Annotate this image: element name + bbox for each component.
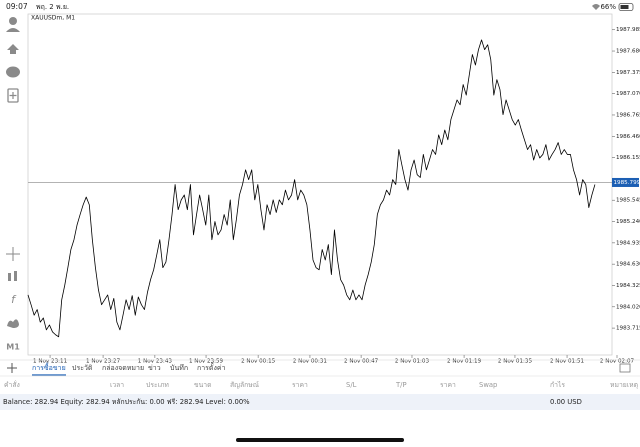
new-order-icon[interactable] [7, 88, 19, 103]
y-tick-label: 1983.715 [616, 326, 640, 332]
y-tick-label: 1984.935 [616, 240, 640, 246]
tab[interactable]: การซื้อขาย [32, 361, 66, 372]
x-tick-label: 2 Nov 01:51 [550, 359, 585, 365]
tab[interactable]: การตั้งค่า [197, 361, 226, 372]
price-line [27, 39, 596, 338]
column-header: คำสั่ง [4, 380, 20, 389]
toolbar: f M1 [6, 17, 20, 352]
table-header: คำสั่ง เวลา ประเภท ขนาด สัญลักษณ์ ราคา S/L T/P ร… [4, 380, 638, 389]
y-tick-label: 1986.765 [616, 112, 640, 118]
column-header: ประเภท [146, 381, 169, 389]
x-tick-label: 2 Nov 02:07 [600, 359, 635, 365]
current-price-box [612, 177, 639, 187]
tab[interactable]: บันทึก [170, 363, 188, 372]
tab[interactable]: ข่าว [148, 364, 161, 372]
y-tick-label: 1986.155 [616, 155, 640, 161]
wifi-icon [592, 4, 600, 10]
crosshair-icon[interactable] [6, 247, 20, 261]
chart-type-icon[interactable] [8, 273, 11, 281]
x-tick-label: 1 Nov 23:27 [86, 359, 121, 365]
y-tick-label: 1987.985 [616, 27, 640, 33]
battery-level [620, 5, 629, 9]
account-summary: Balance: 282.94 Equity: 282.94 หลักประกั… [3, 398, 250, 406]
add-button[interactable] [7, 363, 17, 373]
home-indicator [236, 438, 404, 442]
tab-bar: การซื้อขาย ประวัติ กล่องจดหมาย ข่าว บันทึก กา… [32, 361, 226, 376]
account-total: 0.00 USD [550, 398, 582, 406]
column-header: ราคา [292, 381, 308, 389]
chat-icon[interactable] [6, 66, 20, 78]
x-tick-label: 1 Nov 23:59 [189, 359, 224, 365]
column-header: Swap [479, 381, 497, 389]
layout-button[interactable] [619, 363, 631, 373]
column-header: กำไร [550, 381, 565, 389]
x-tick-label: 2 Nov 01:19 [447, 359, 482, 365]
y-tick-label: 1985.545 [616, 198, 640, 204]
x-tick-label: 2 Nov 00:31 [293, 359, 328, 365]
chart-title: XAUUSDm, M1 [31, 15, 75, 22]
column-header: หมายเหตุ [610, 381, 638, 389]
status-date: พฤ. 2 พ.ย. [36, 3, 69, 11]
y-tick-label: 1984.630 [616, 262, 640, 268]
chart-type-icon-2 [14, 271, 17, 281]
x-tick-label: 1 Nov 23:11 [33, 359, 68, 365]
account-icon[interactable] [9, 17, 17, 25]
tab[interactable]: ประวัติ [72, 364, 93, 372]
tab[interactable]: กล่องจดหมาย [102, 364, 144, 372]
y-tick-label: 1984.325 [616, 283, 640, 289]
x-tick-label: 2 Nov 00:15 [241, 359, 276, 365]
column-header: เวลา [110, 381, 124, 389]
y-tick-label: 1986.460 [616, 134, 640, 140]
y-tick-label: 1987.070 [616, 91, 640, 97]
new-order-plus [9, 92, 17, 99]
plot-frame [27, 13, 613, 356]
trade-icon[interactable] [7, 44, 19, 54]
x-tick-label: 2 Nov 01:03 [395, 359, 430, 365]
column-header: ราคา [440, 381, 456, 389]
y-tick-label: 1987.680 [616, 49, 640, 55]
status-battery: 66% [600, 3, 616, 11]
chart: 1983.715 1984.020 1984.325 1984.630 1984.935… [27, 27, 640, 365]
y-tick-label: 1984.020 [616, 304, 640, 310]
account-row [0, 394, 640, 410]
y-tick-label: 1987.375 [616, 70, 640, 76]
battery-icon [618, 3, 634, 11]
x-tick-label: 2 Nov 00:47 [344, 359, 379, 365]
account-icon-body [6, 28, 20, 32]
timeframe[interactable]: M1 [6, 343, 20, 352]
column-header: ขนาด [194, 381, 212, 389]
column-header: T/P [395, 381, 407, 389]
x-tick-label: 1 Nov 23:43 [138, 359, 173, 365]
indicator-icon[interactable]: f [11, 293, 17, 306]
current-price-label: 1985.799 [614, 180, 640, 186]
status-time: 09:07 [6, 2, 28, 11]
y-tick-label: 1985.240 [616, 219, 640, 225]
column-header: S/L [346, 381, 357, 389]
x-tick-label: 2 Nov 01:35 [498, 359, 533, 365]
column-header: สัญลักษณ์ [230, 381, 260, 389]
objects-icon[interactable] [7, 319, 19, 328]
